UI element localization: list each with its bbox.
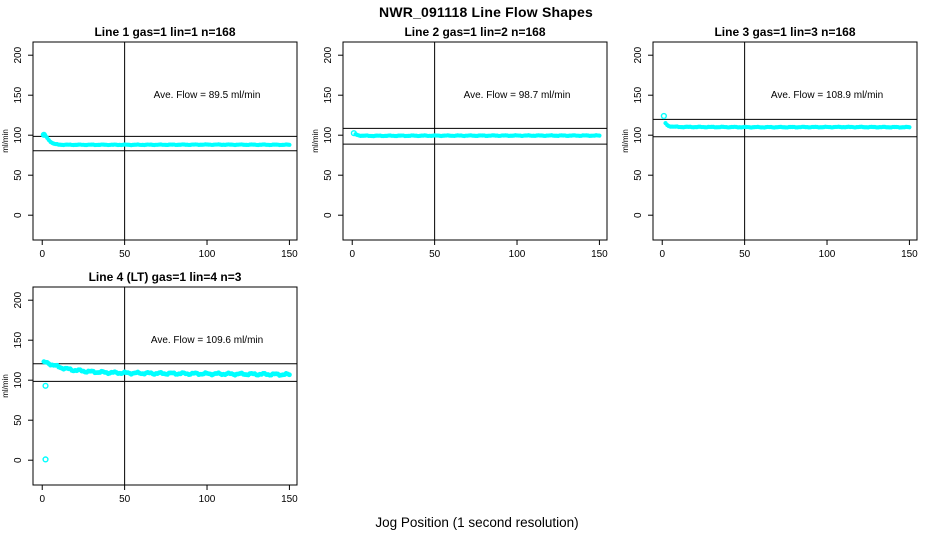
- data-point: [287, 372, 292, 378]
- panel-plot-svg: Line 2 gas=1 lin=2 n=168 0 50 100 150 0 50 100 1…: [311, 25, 608, 260]
- y-tick-label: 200: [633, 46, 644, 63]
- x-tick-label: 150: [281, 249, 298, 260]
- y-axis-title: ml/min: [621, 129, 630, 153]
- y-tick-label: 50: [323, 169, 334, 181]
- reference-lines: [33, 287, 297, 485]
- ave-flow-annotation: Ave. Flow = 98.7 ml/min: [464, 90, 571, 101]
- panel-plot-svg: Line 3 gas=1 lin=3 n=168 0 50 100 150 0 50 100 1…: [621, 25, 918, 260]
- x-tick-label: 100: [199, 494, 216, 505]
- x-axis: 0 50 100 150: [39, 485, 298, 505]
- data-point: [907, 125, 912, 130]
- ave-flow-annotation: Ave. Flow = 89.5 ml/min: [154, 90, 261, 101]
- ave-flow-annotation: Ave. Flow = 108.9 ml/min: [771, 90, 883, 101]
- y-tick-label: 150: [13, 86, 24, 103]
- y-axis-title: ml/min: [1, 374, 10, 398]
- x-tick-label: 100: [509, 249, 526, 260]
- data-points: [660, 112, 912, 130]
- outlier-point: [350, 130, 357, 137]
- y-tick-label: 0: [13, 212, 24, 218]
- y-axis: 0 50 100 150 200 ml/min: [311, 46, 343, 218]
- x-tick-label: 50: [739, 249, 751, 260]
- plot-box: [652, 41, 918, 241]
- plot-box: [32, 286, 298, 486]
- reference-lines: [343, 42, 607, 240]
- x-tick-label: 0: [659, 249, 665, 260]
- x-tick-label: 50: [429, 249, 441, 260]
- x-tick-label: 150: [901, 249, 918, 260]
- y-tick-label: 100: [323, 126, 334, 143]
- x-tick-label: 50: [119, 494, 131, 505]
- y-axis-title: ml/min: [311, 129, 320, 153]
- x-tick-label: 100: [819, 249, 836, 260]
- data-points: [41, 359, 292, 463]
- y-tick-label: 100: [13, 371, 24, 388]
- y-tick-label: 200: [13, 291, 24, 308]
- panel-plot-svg: Line 4 (LT) gas=1 lin=4 n=3 0 50 100 150 0 50 1…: [1, 270, 298, 505]
- panel-line-2: Line 2 gas=1 lin=2 n=168 0 50 100 150 0 50 100 1…: [310, 20, 626, 280]
- x-axis: 0 50 100 150: [349, 240, 608, 260]
- figure-title: NWR_091118 Line Flow Shapes: [379, 4, 593, 20]
- x-axis: 0 50 100 150: [39, 240, 298, 260]
- data-points: [40, 131, 292, 148]
- x-axis-label: Jog Position (1 second resolution): [375, 515, 579, 530]
- panel-title: Line 1 gas=1 lin=1 n=168: [94, 25, 235, 39]
- panel-title: Line 2 gas=1 lin=2 n=168: [404, 25, 545, 39]
- plot-box: [32, 41, 298, 241]
- y-tick-label: 100: [13, 126, 24, 143]
- panel-line-4: Line 4 (LT) gas=1 lin=4 n=3 0 50 100 150 0 50 1…: [0, 265, 316, 525]
- y-tick-label: 0: [633, 212, 644, 218]
- x-tick-label: 150: [591, 249, 608, 260]
- plot-box: [342, 41, 608, 241]
- y-tick-label: 200: [13, 46, 24, 63]
- y-tick-label: 0: [13, 457, 24, 463]
- y-tick-label: 150: [633, 86, 644, 103]
- x-tick-label: 100: [199, 249, 216, 260]
- panel-plot-svg: Line 1 gas=1 lin=1 n=168 0 50 100 150 0 50 100 1…: [1, 25, 298, 260]
- y-axis: 0 50 100 150 200 ml/min: [1, 46, 33, 218]
- outlier-point: [660, 112, 667, 120]
- reference-lines: [653, 42, 917, 240]
- panel-title: Line 4 (LT) gas=1 lin=4 n=3: [89, 270, 242, 284]
- x-tick-label: 0: [39, 249, 45, 260]
- data-point: [597, 133, 602, 138]
- ave-flow-annotation: Ave. Flow = 109.6 ml/min: [151, 335, 263, 346]
- y-tick-label: 0: [323, 212, 334, 218]
- y-tick-label: 200: [323, 46, 334, 63]
- y-axis: 0 50 100 150 200 ml/min: [621, 46, 653, 218]
- y-tick-label: 150: [323, 86, 334, 103]
- outlier-point: [40, 131, 47, 138]
- y-tick-label: 50: [13, 414, 24, 426]
- y-axis-title: ml/min: [1, 129, 10, 153]
- x-tick-label: 150: [281, 494, 298, 505]
- panel-line-1: Line 1 gas=1 lin=1 n=168 0 50 100 150 0 50 100 1…: [0, 20, 316, 280]
- y-tick-label: 50: [633, 169, 644, 181]
- y-axis: 0 50 100 150 200 ml/min: [1, 291, 33, 463]
- y-tick-label: 100: [633, 126, 644, 143]
- outlier-point: [42, 456, 49, 463]
- data-points: [350, 130, 602, 139]
- panel-line-3: Line 3 gas=1 lin=3 n=168 0 50 100 150 0 50 100 1…: [620, 20, 936, 280]
- y-tick-label: 50: [13, 169, 24, 181]
- data-point: [287, 142, 292, 147]
- y-tick-label: 150: [13, 331, 24, 348]
- reference-lines: [33, 42, 297, 240]
- x-axis: 0 50 100 150: [659, 240, 918, 260]
- outlier-point: [42, 382, 49, 389]
- x-tick-label: 50: [119, 249, 131, 260]
- x-tick-label: 0: [39, 494, 45, 505]
- panel-title: Line 3 gas=1 lin=3 n=168: [714, 25, 855, 39]
- x-tick-label: 0: [349, 249, 355, 260]
